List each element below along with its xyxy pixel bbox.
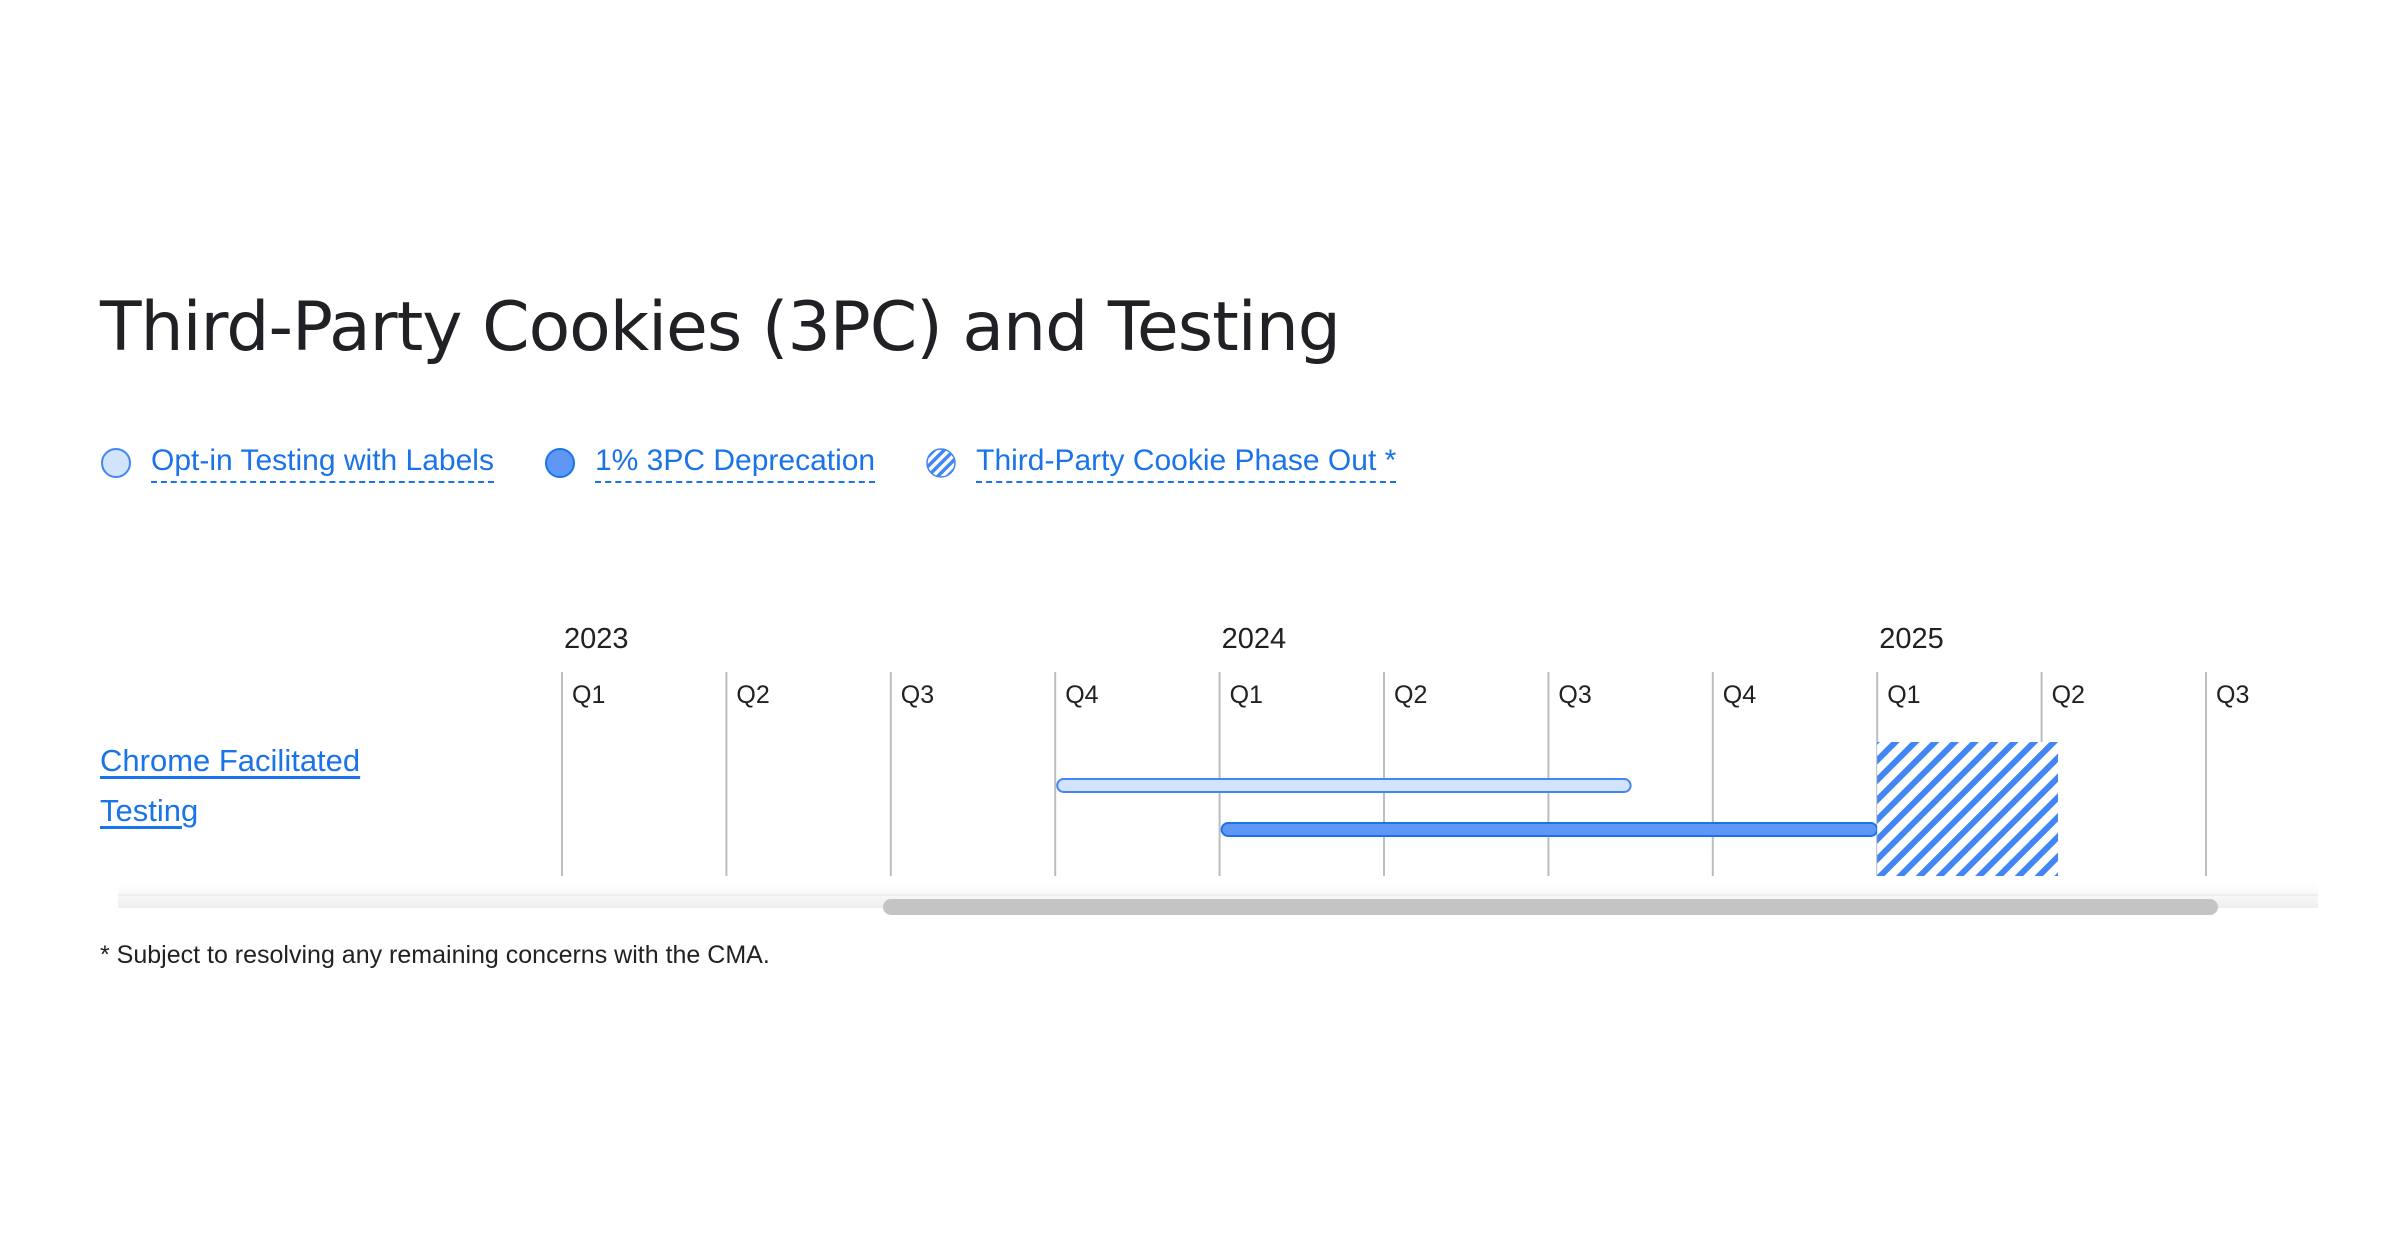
legend-label: Third-Party Cookie Phase Out * bbox=[976, 444, 1397, 483]
quarter-label: Q3 bbox=[901, 681, 934, 709]
footnote: * Subject to resolving any remaining con… bbox=[100, 941, 770, 969]
quarter-label: Q2 bbox=[2052, 681, 2085, 709]
horizontal-scrollbar[interactable] bbox=[118, 882, 2318, 915]
quarter-label: Q2 bbox=[1394, 681, 1427, 709]
page-title: Third-Party Cookies (3PC) and Testing bbox=[100, 288, 1341, 367]
legend-item-1pct-deprecation[interactable]: 1% 3PC Deprecation bbox=[544, 444, 876, 483]
solid-circle-icon bbox=[544, 448, 575, 478]
year-label: 2023 bbox=[564, 623, 629, 655]
year-labels: 2023 2024 2025 bbox=[564, 623, 1944, 655]
legend-item-phase-out[interactable]: Third-Party Cookie Phase Out * bbox=[925, 444, 1397, 483]
row-label-chrome-facilitated-testing[interactable]: Chrome Facilitated Testing bbox=[100, 743, 361, 828]
legend-label: 1% 3PC Deprecation bbox=[594, 444, 876, 483]
scrollbar-thumb[interactable] bbox=[883, 899, 2218, 915]
hatched-circle-icon bbox=[926, 448, 956, 478]
year-label: 2025 bbox=[1879, 623, 1944, 655]
quarter-label: Q2 bbox=[736, 681, 769, 709]
quarter-label: Q4 bbox=[1723, 681, 1756, 709]
light-circle-icon bbox=[101, 448, 131, 478]
legend-item-opt-in-testing[interactable]: Opt-in Testing with Labels bbox=[100, 444, 494, 483]
timeline-chart: 2023 2024 2025 Q1 Q2 Q3 Q4 Q1 Q2 Q3 Q4 Q1 Q2 Q3 bbox=[118, 623, 2318, 915]
quarter-label: Q1 bbox=[572, 681, 605, 709]
timeline-bars bbox=[1056, 742, 2059, 876]
quarter-label: Q1 bbox=[1887, 681, 1920, 709]
quarter-label: Q3 bbox=[1558, 681, 1591, 709]
legend-label: Opt-in Testing with Labels bbox=[151, 444, 494, 483]
year-label: 2024 bbox=[1222, 623, 1287, 655]
quarter-label: Q1 bbox=[1230, 681, 1263, 709]
opt-in-testing-bar bbox=[1056, 778, 1632, 793]
quarter-labels: Q1 Q2 Q3 Q4 Q1 Q2 Q3 Q4 Q1 Q2 Q3 bbox=[572, 681, 2249, 709]
deprecation-bar bbox=[1220, 822, 1879, 837]
quarter-label: Q4 bbox=[1065, 681, 1098, 709]
legend: Opt-in Testing with Labels 1% 3PC Deprec… bbox=[100, 438, 1397, 488]
quarter-label: Q3 bbox=[2216, 681, 2249, 709]
phase-out-block bbox=[1877, 742, 2059, 876]
